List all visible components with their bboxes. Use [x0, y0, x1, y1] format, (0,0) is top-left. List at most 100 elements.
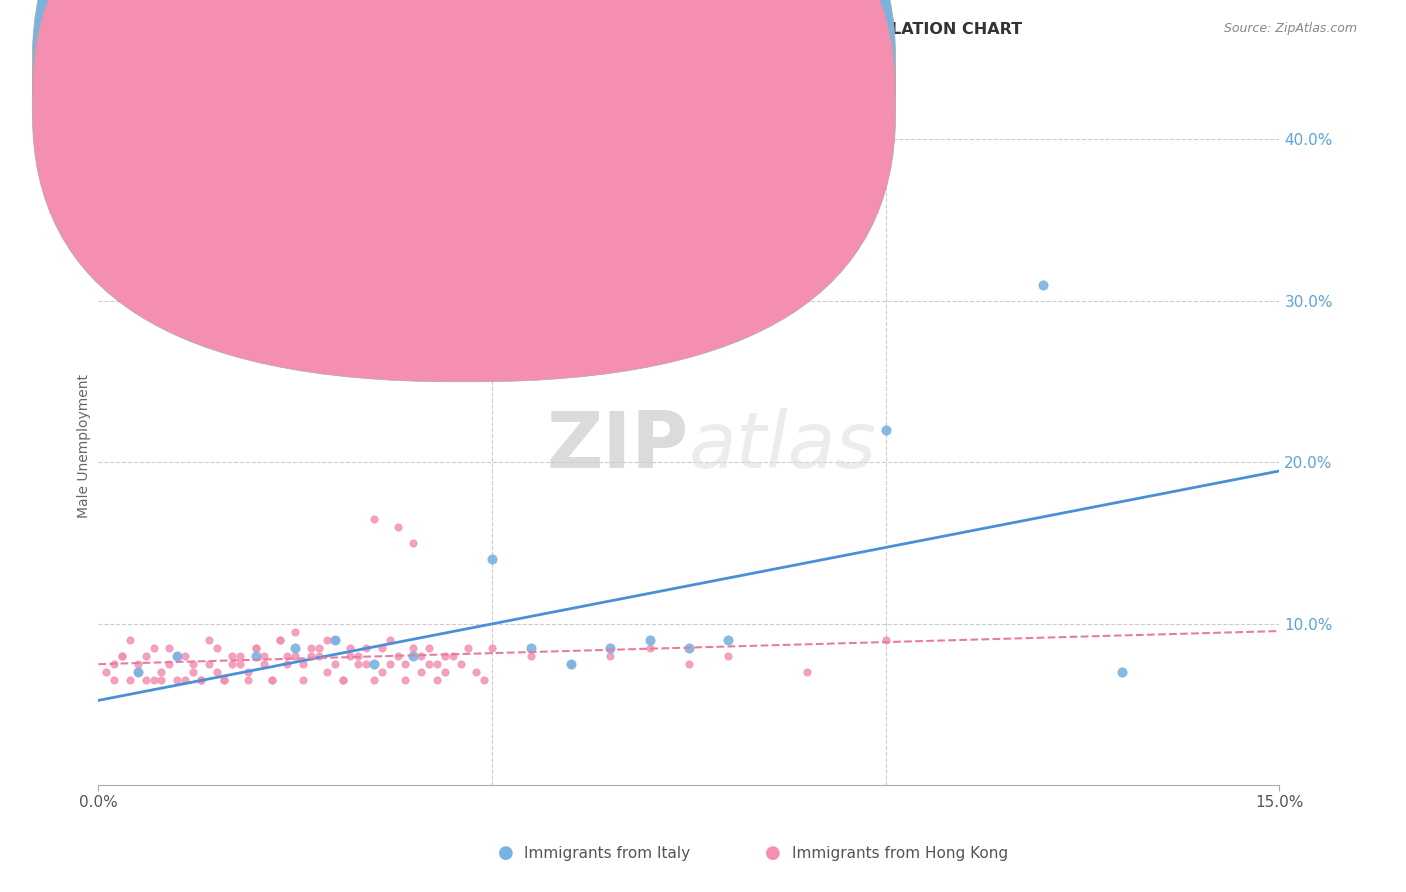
Point	[142, 673, 165, 687]
Point	[253, 657, 276, 671]
Point	[560, 657, 582, 671]
Point	[332, 673, 354, 687]
Point	[236, 673, 259, 687]
Text: R =  0.546   N =  17: R = 0.546 N = 17	[481, 53, 662, 70]
Point	[387, 648, 409, 663]
Point	[221, 648, 243, 663]
Point	[402, 536, 425, 550]
Y-axis label: Male Unemployment: Male Unemployment	[77, 374, 91, 518]
Point	[433, 665, 456, 679]
Point	[284, 640, 307, 655]
Point	[118, 632, 141, 647]
Point	[181, 665, 204, 679]
Point	[127, 665, 149, 679]
Point	[418, 657, 440, 671]
Point	[292, 673, 315, 687]
Point	[245, 648, 267, 663]
Point	[269, 632, 291, 647]
Point	[284, 648, 307, 663]
Point	[205, 640, 228, 655]
Point	[308, 648, 330, 663]
Text: ●: ●	[765, 844, 782, 862]
Point	[190, 673, 212, 687]
Text: Immigrants from Hong Kong: Immigrants from Hong Kong	[792, 847, 1008, 861]
Point	[260, 673, 283, 687]
Point	[103, 657, 125, 671]
Point	[127, 657, 149, 671]
Point	[150, 665, 173, 679]
Point	[387, 519, 409, 533]
Point	[103, 673, 125, 687]
Point	[599, 648, 621, 663]
Point	[260, 673, 283, 687]
Point	[236, 665, 259, 679]
Point	[181, 657, 204, 671]
Point	[284, 624, 307, 639]
Point	[426, 673, 449, 687]
Point	[323, 632, 346, 647]
Text: atlas: atlas	[689, 408, 877, 484]
Point	[678, 657, 700, 671]
Point	[269, 632, 291, 647]
Point	[520, 640, 543, 655]
Point	[339, 648, 361, 663]
Point	[339, 640, 361, 655]
Point	[363, 673, 385, 687]
Point	[150, 673, 173, 687]
Point	[292, 657, 315, 671]
Point	[481, 552, 503, 566]
Point	[315, 665, 337, 679]
Text: R =  0.219   N =  101: R = 0.219 N = 101	[481, 87, 673, 104]
Point	[371, 665, 394, 679]
Point	[599, 640, 621, 655]
Point	[111, 648, 134, 663]
Point	[166, 648, 188, 663]
Point	[205, 665, 228, 679]
Point	[520, 648, 543, 663]
Point	[402, 648, 425, 663]
Point	[363, 657, 385, 671]
Text: Immigrants from Italy: Immigrants from Italy	[524, 847, 690, 861]
Point	[354, 657, 377, 671]
Point	[332, 673, 354, 687]
Point	[1111, 665, 1133, 679]
Point	[253, 648, 276, 663]
Point	[354, 640, 377, 655]
Point	[315, 632, 337, 647]
Point	[323, 657, 346, 671]
Text: Source: ZipAtlas.com: Source: ZipAtlas.com	[1223, 22, 1357, 36]
Point	[418, 640, 440, 655]
Point	[411, 648, 433, 663]
Point	[197, 657, 219, 671]
Point	[245, 640, 267, 655]
Point	[481, 640, 503, 655]
Point	[638, 632, 661, 647]
Point	[308, 640, 330, 655]
Point	[245, 640, 267, 655]
Point	[157, 640, 180, 655]
Point	[127, 665, 149, 679]
Point	[717, 648, 740, 663]
Point	[174, 648, 197, 663]
Point	[174, 673, 197, 687]
Point	[433, 648, 456, 663]
Point	[441, 648, 464, 663]
Point	[378, 657, 401, 671]
Text: ZIP: ZIP	[547, 408, 689, 484]
Point	[363, 511, 385, 525]
Point	[157, 657, 180, 671]
Point	[166, 648, 188, 663]
Point	[394, 673, 416, 687]
Point	[402, 640, 425, 655]
Point	[166, 673, 188, 687]
Point	[472, 673, 495, 687]
Point	[465, 665, 488, 679]
Point	[299, 640, 322, 655]
Point	[875, 423, 897, 437]
Text: ●: ●	[498, 844, 515, 862]
Point	[96, 665, 118, 679]
Point	[197, 632, 219, 647]
Point	[135, 673, 157, 687]
Point	[1032, 277, 1054, 292]
Point	[323, 632, 346, 647]
